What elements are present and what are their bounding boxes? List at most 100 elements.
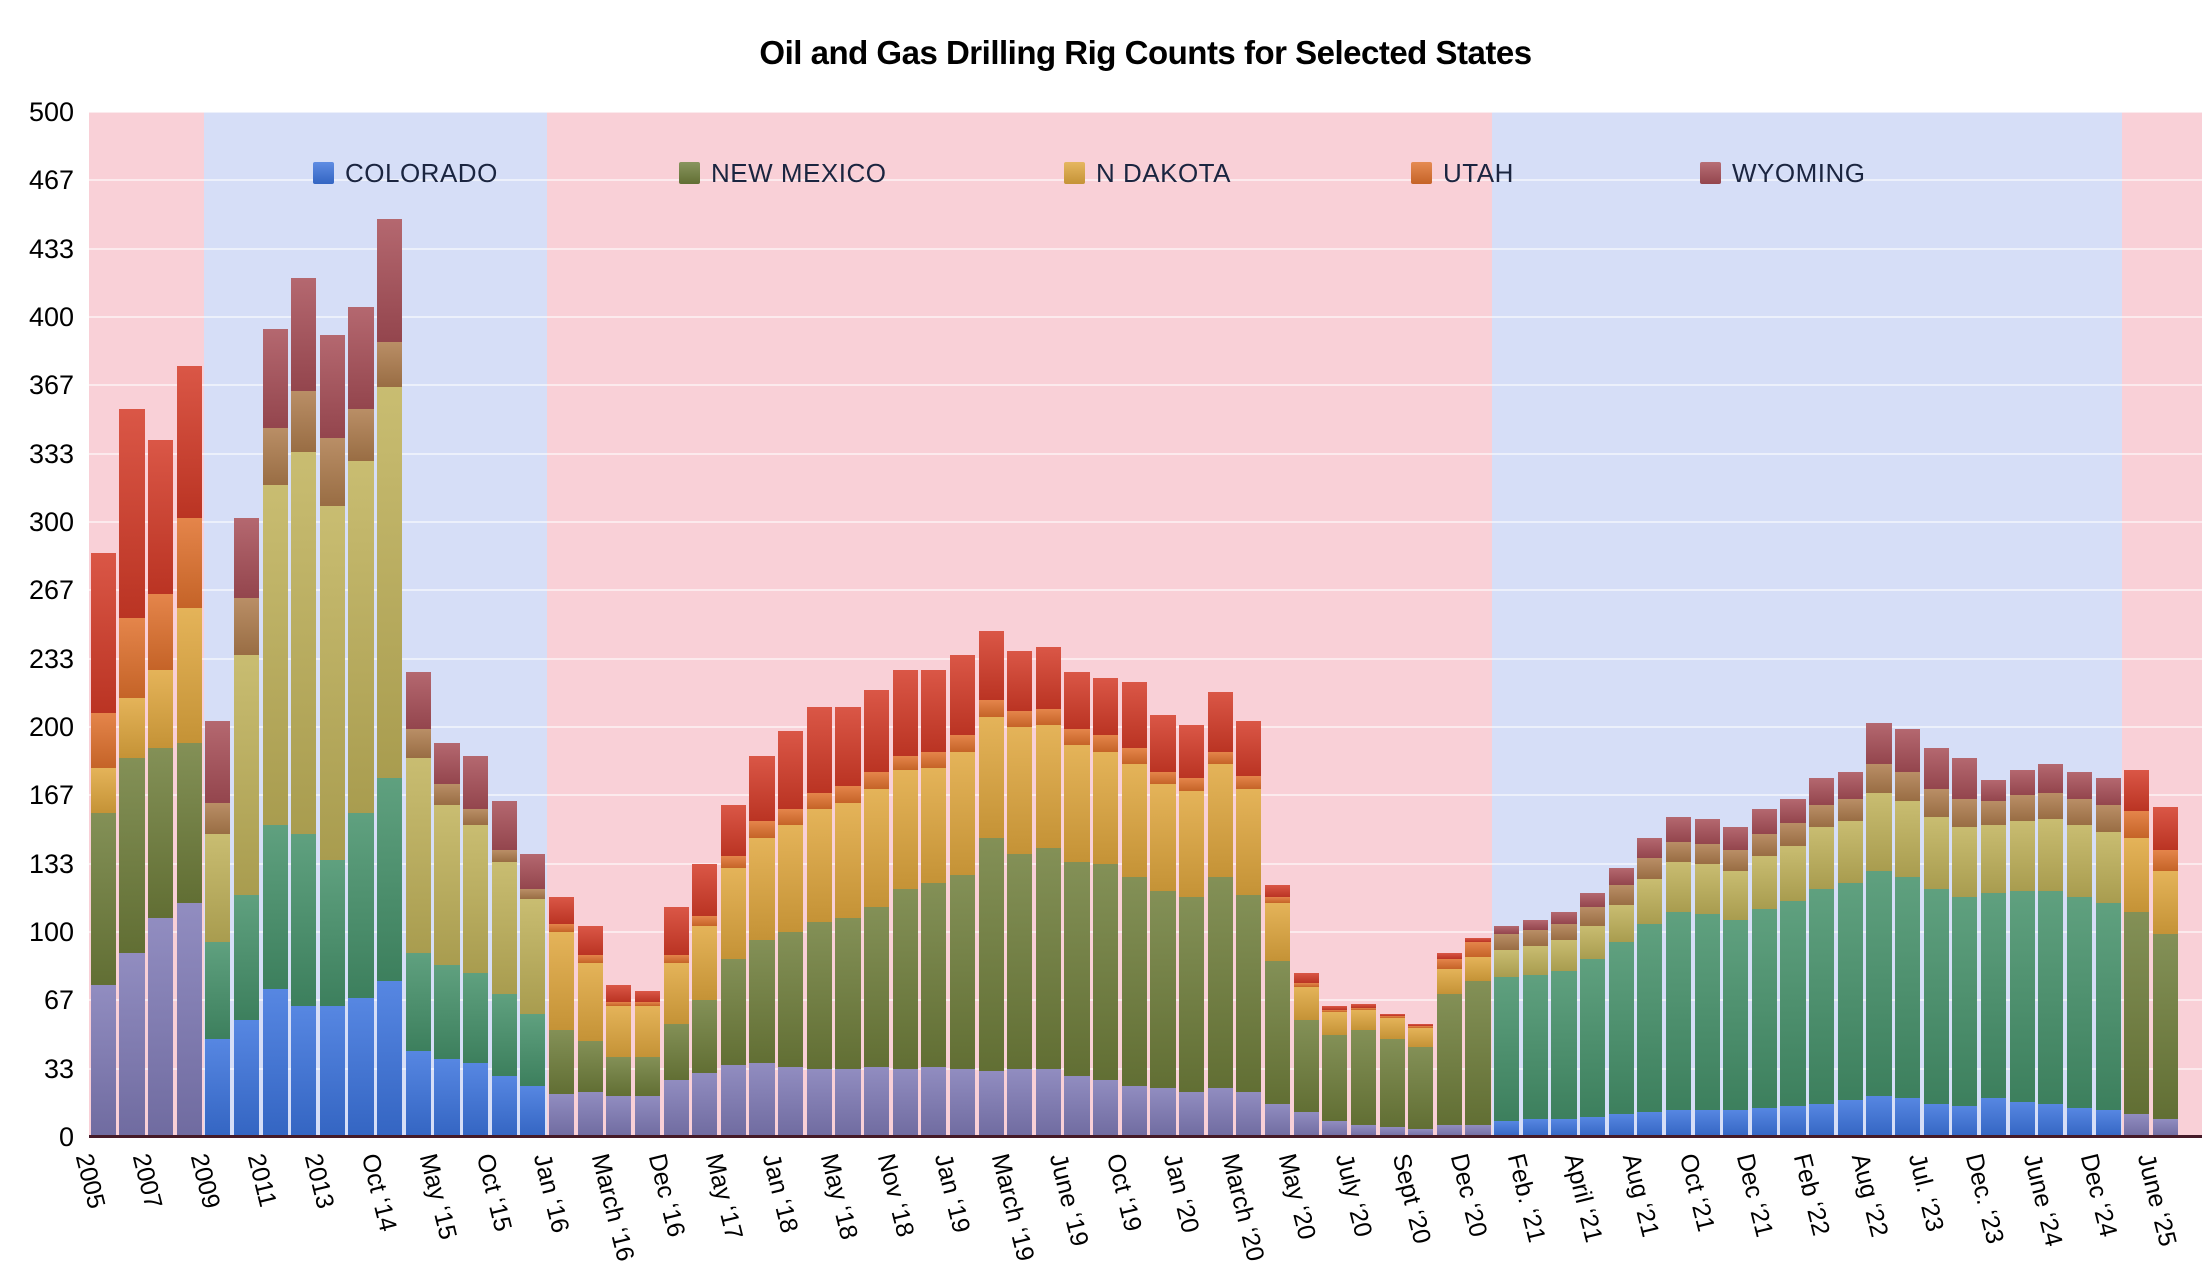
segment-colorado[interactable] (720, 1065, 746, 1137)
bar-col-6[interactable] (233, 517, 260, 1137)
segment-utah[interactable] (1035, 708, 1061, 725)
segment-colorado[interactable] (1923, 1104, 1949, 1137)
segment-wyoming[interactable] (1436, 952, 1462, 959)
segment-colorado[interactable] (548, 1093, 575, 1137)
segment-colorado[interactable] (921, 1067, 947, 1137)
segment-colorado[interactable] (2066, 1108, 2093, 1137)
segment-colorado[interactable] (2038, 1104, 2064, 1137)
segment-n_dakota[interactable] (434, 804, 460, 965)
segment-utah[interactable] (405, 729, 431, 758)
segment-new_mexico[interactable] (1895, 876, 1921, 1099)
segment-colorado[interactable] (606, 1096, 632, 1137)
bar-May ‘15[interactable] (434, 743, 460, 1137)
segment-n_dakota[interactable] (606, 1005, 632, 1058)
bar-2009[interactable] (205, 720, 231, 1137)
segment-colorado[interactable] (90, 985, 116, 1137)
segment-n_dakota[interactable] (348, 460, 374, 814)
segment-n_dakota[interactable] (2152, 870, 2178, 935)
segment-colorado[interactable] (1837, 1100, 1863, 1137)
segment-new_mexico[interactable] (1264, 960, 1291, 1105)
segment-utah[interactable] (1694, 843, 1720, 865)
bar-col-36[interactable] (1093, 677, 1119, 1137)
segment-wyoming[interactable] (2124, 770, 2150, 812)
segment-new_mexico[interactable] (978, 837, 1004, 1072)
segment-utah[interactable] (1207, 751, 1233, 764)
segment-utah[interactable] (978, 700, 1004, 717)
segment-new_mexico[interactable] (749, 940, 775, 1064)
segment-new_mexico[interactable] (663, 1024, 689, 1080)
segment-wyoming[interactable] (1007, 651, 1033, 711)
segment-wyoming[interactable] (606, 985, 632, 1002)
segment-n_dakota[interactable] (1121, 763, 1147, 877)
bar-col-64[interactable] (1895, 729, 1921, 1137)
segment-utah[interactable] (463, 809, 489, 826)
segment-new_mexico[interactable] (520, 1014, 546, 1086)
segment-new_mexico[interactable] (1866, 870, 1892, 1096)
segment-colorado[interactable] (1379, 1126, 1405, 1137)
segment-colorado[interactable] (1293, 1112, 1319, 1137)
segment-colorado[interactable] (1494, 1120, 1520, 1137)
segment-colorado[interactable] (2009, 1102, 2035, 1137)
segment-new_mexico[interactable] (491, 993, 517, 1076)
segment-utah[interactable] (1465, 942, 1491, 957)
segment-new_mexico[interactable] (119, 757, 145, 953)
segment-n_dakota[interactable] (978, 716, 1004, 838)
segment-colorado[interactable] (1436, 1124, 1462, 1137)
bar-col-50[interactable] (1494, 925, 1520, 1137)
segment-colorado[interactable] (1751, 1108, 1777, 1137)
segment-utah[interactable] (892, 755, 918, 771)
segment-utah[interactable] (319, 437, 345, 506)
bar-col-26[interactable] (806, 706, 832, 1137)
segment-wyoming[interactable] (147, 440, 174, 594)
segment-new_mexico[interactable] (577, 1040, 603, 1092)
bar-Jan ‘20[interactable] (1179, 724, 1205, 1137)
segment-wyoming[interactable] (233, 517, 260, 598)
bar-Dec ‘24[interactable] (2095, 778, 2121, 1137)
segment-new_mexico[interactable] (1465, 981, 1491, 1125)
segment-n_dakota[interactable] (1293, 987, 1319, 1021)
segment-n_dakota[interactable] (2124, 837, 2150, 912)
bar-Feb ‘22[interactable] (1809, 778, 1835, 1137)
segment-n_dakota[interactable] (1408, 1028, 1434, 1047)
bar-col-10[interactable] (348, 306, 374, 1137)
segment-utah[interactable] (1723, 850, 1749, 871)
segment-utah[interactable] (147, 593, 174, 670)
segment-wyoming[interactable] (119, 409, 145, 619)
segment-wyoming[interactable] (377, 218, 403, 342)
segment-n_dakota[interactable] (577, 962, 603, 1041)
segment-wyoming[interactable] (1121, 681, 1147, 748)
segment-wyoming[interactable] (1551, 911, 1577, 924)
segment-wyoming[interactable] (1150, 714, 1176, 773)
segment-new_mexico[interactable] (1121, 876, 1147, 1086)
segment-utah[interactable] (921, 751, 947, 769)
bar-April ‘21[interactable] (1579, 893, 1606, 1137)
segment-utah[interactable] (205, 802, 231, 834)
bar-col-4[interactable] (176, 366, 202, 1137)
segment-colorado[interactable] (1637, 1112, 1663, 1137)
segment-new_mexico[interactable] (778, 932, 804, 1068)
bar-Oct ‘15[interactable] (491, 800, 517, 1137)
bar-col-20[interactable] (634, 991, 661, 1137)
segment-n_dakota[interactable] (1465, 956, 1491, 982)
segment-utah[interactable] (778, 809, 804, 826)
segment-utah[interactable] (1952, 798, 1978, 828)
bar-col-32[interactable] (978, 630, 1004, 1137)
segment-new_mexico[interactable] (720, 958, 746, 1066)
segment-colorado[interactable] (863, 1067, 890, 1137)
segment-n_dakota[interactable] (1608, 905, 1634, 943)
segment-n_dakota[interactable] (319, 505, 345, 861)
segment-wyoming[interactable] (1064, 671, 1090, 730)
segment-new_mexico[interactable] (1150, 891, 1176, 1088)
segment-wyoming[interactable] (2152, 806, 2178, 851)
segment-new_mexico[interactable] (1093, 864, 1119, 1080)
segment-new_mexico[interactable] (205, 942, 231, 1039)
segment-new_mexico[interactable] (1064, 862, 1090, 1076)
bar-June ‘24[interactable] (2038, 763, 2064, 1137)
segment-wyoming[interactable] (1809, 778, 1835, 805)
segment-colorado[interactable] (1350, 1124, 1377, 1137)
segment-n_dakota[interactable] (90, 768, 116, 814)
bar-col-40[interactable] (1207, 692, 1233, 1137)
segment-wyoming[interactable] (892, 669, 918, 756)
segment-utah[interactable] (1751, 833, 1777, 857)
segment-new_mexico[interactable] (2095, 903, 2121, 1111)
